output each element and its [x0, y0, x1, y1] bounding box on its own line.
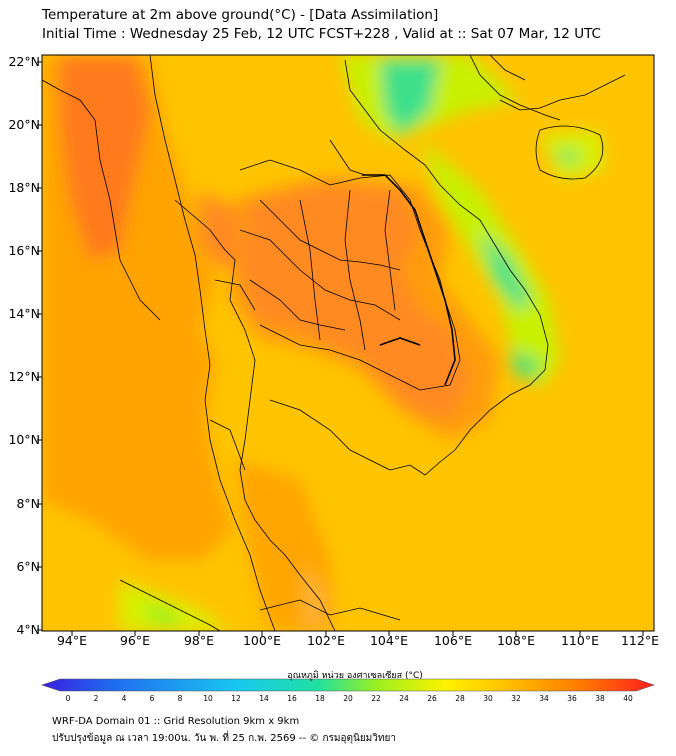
cool-regions — [120, 55, 605, 631]
lat-label-20n: 20°N — [8, 117, 40, 132]
colorbar-tick: 4 — [121, 694, 127, 703]
lon-label-112e: 112°E — [620, 633, 659, 648]
lat-label-4n: 4°N — [16, 622, 40, 637]
colorbar-tick: 34 — [539, 694, 549, 703]
warm-regions — [42, 55, 500, 631]
axis-tick-marks — [37, 61, 644, 636]
colorbar-tick: 12 — [231, 694, 241, 703]
temperature-field — [42, 55, 654, 631]
colorbar-tick: 18 — [315, 694, 325, 703]
lon-label-100e: 100°E — [242, 633, 281, 648]
colorbar-label: อุณหภูมิ หน่วย องศาเซลเซียส (°C) — [287, 671, 423, 681]
country-boundary-bold — [362, 174, 456, 386]
lon-label-94e: 94°E — [56, 633, 88, 648]
colorbar-tick: 26 — [427, 694, 437, 703]
colorbar-tick: 28 — [455, 694, 465, 703]
border-lines — [42, 55, 626, 631]
colorbar-tick: 40 — [623, 694, 633, 703]
lat-label-14n: 14°N — [8, 306, 40, 321]
lon-label-106e: 106°E — [433, 633, 472, 648]
lat-label-18n: 18°N — [8, 180, 40, 195]
colorbar-tick: 16 — [287, 694, 297, 703]
lat-label-16n: 16°N — [8, 243, 40, 258]
colorbar-tick: 36 — [567, 694, 577, 703]
lat-label-8n: 8°N — [16, 496, 40, 511]
map-frame — [41, 54, 655, 632]
lat-label-12n: 12°N — [8, 369, 40, 384]
colorbar-tick: 38 — [595, 694, 605, 703]
footer-model-info: WRF-DA Domain 01 :: Grid Resolution 9km … — [52, 716, 300, 727]
colorbar-tick: 20 — [343, 694, 353, 703]
colorbar-tick: 14 — [259, 694, 269, 703]
colorbar-tick: 24 — [399, 694, 409, 703]
footer-update-info: ปรับปรุงข้อมูล ณ เวลา 19:00น. วัน พ. ที่… — [52, 733, 396, 744]
colorbar-tick: 0 — [65, 694, 71, 703]
colorbar-tick: 2 — [93, 694, 99, 703]
chart-title: Temperature at 2m above ground(°C) - [Da… — [42, 7, 439, 23]
lat-label-10n: 10°N — [8, 432, 40, 447]
colorbar-tick: 32 — [511, 694, 521, 703]
colorbar-tick: 10 — [203, 694, 213, 703]
lon-label-98e: 98°E — [183, 633, 215, 648]
lat-label-6n: 6°N — [16, 559, 40, 574]
colorbar — [41, 678, 655, 692]
lon-label-108e: 108°E — [496, 633, 535, 648]
lat-label-22n: 22°N — [8, 54, 40, 69]
colorbar-tick: 8 — [177, 694, 183, 703]
colorbar-gradient — [41, 678, 655, 692]
chart-subtitle: Initial Time : Wednesday 25 Feb, 12 UTC … — [42, 26, 601, 42]
colorbar-tick: 30 — [483, 694, 493, 703]
lon-label-102e: 102°E — [306, 633, 345, 648]
colorbar-tick: 22 — [371, 694, 381, 703]
lon-label-104e: 104°E — [369, 633, 408, 648]
colorbar-tick: 6 — [149, 694, 155, 703]
lon-label-110e: 110°E — [560, 633, 599, 648]
lon-label-96e: 96°E — [119, 633, 151, 648]
